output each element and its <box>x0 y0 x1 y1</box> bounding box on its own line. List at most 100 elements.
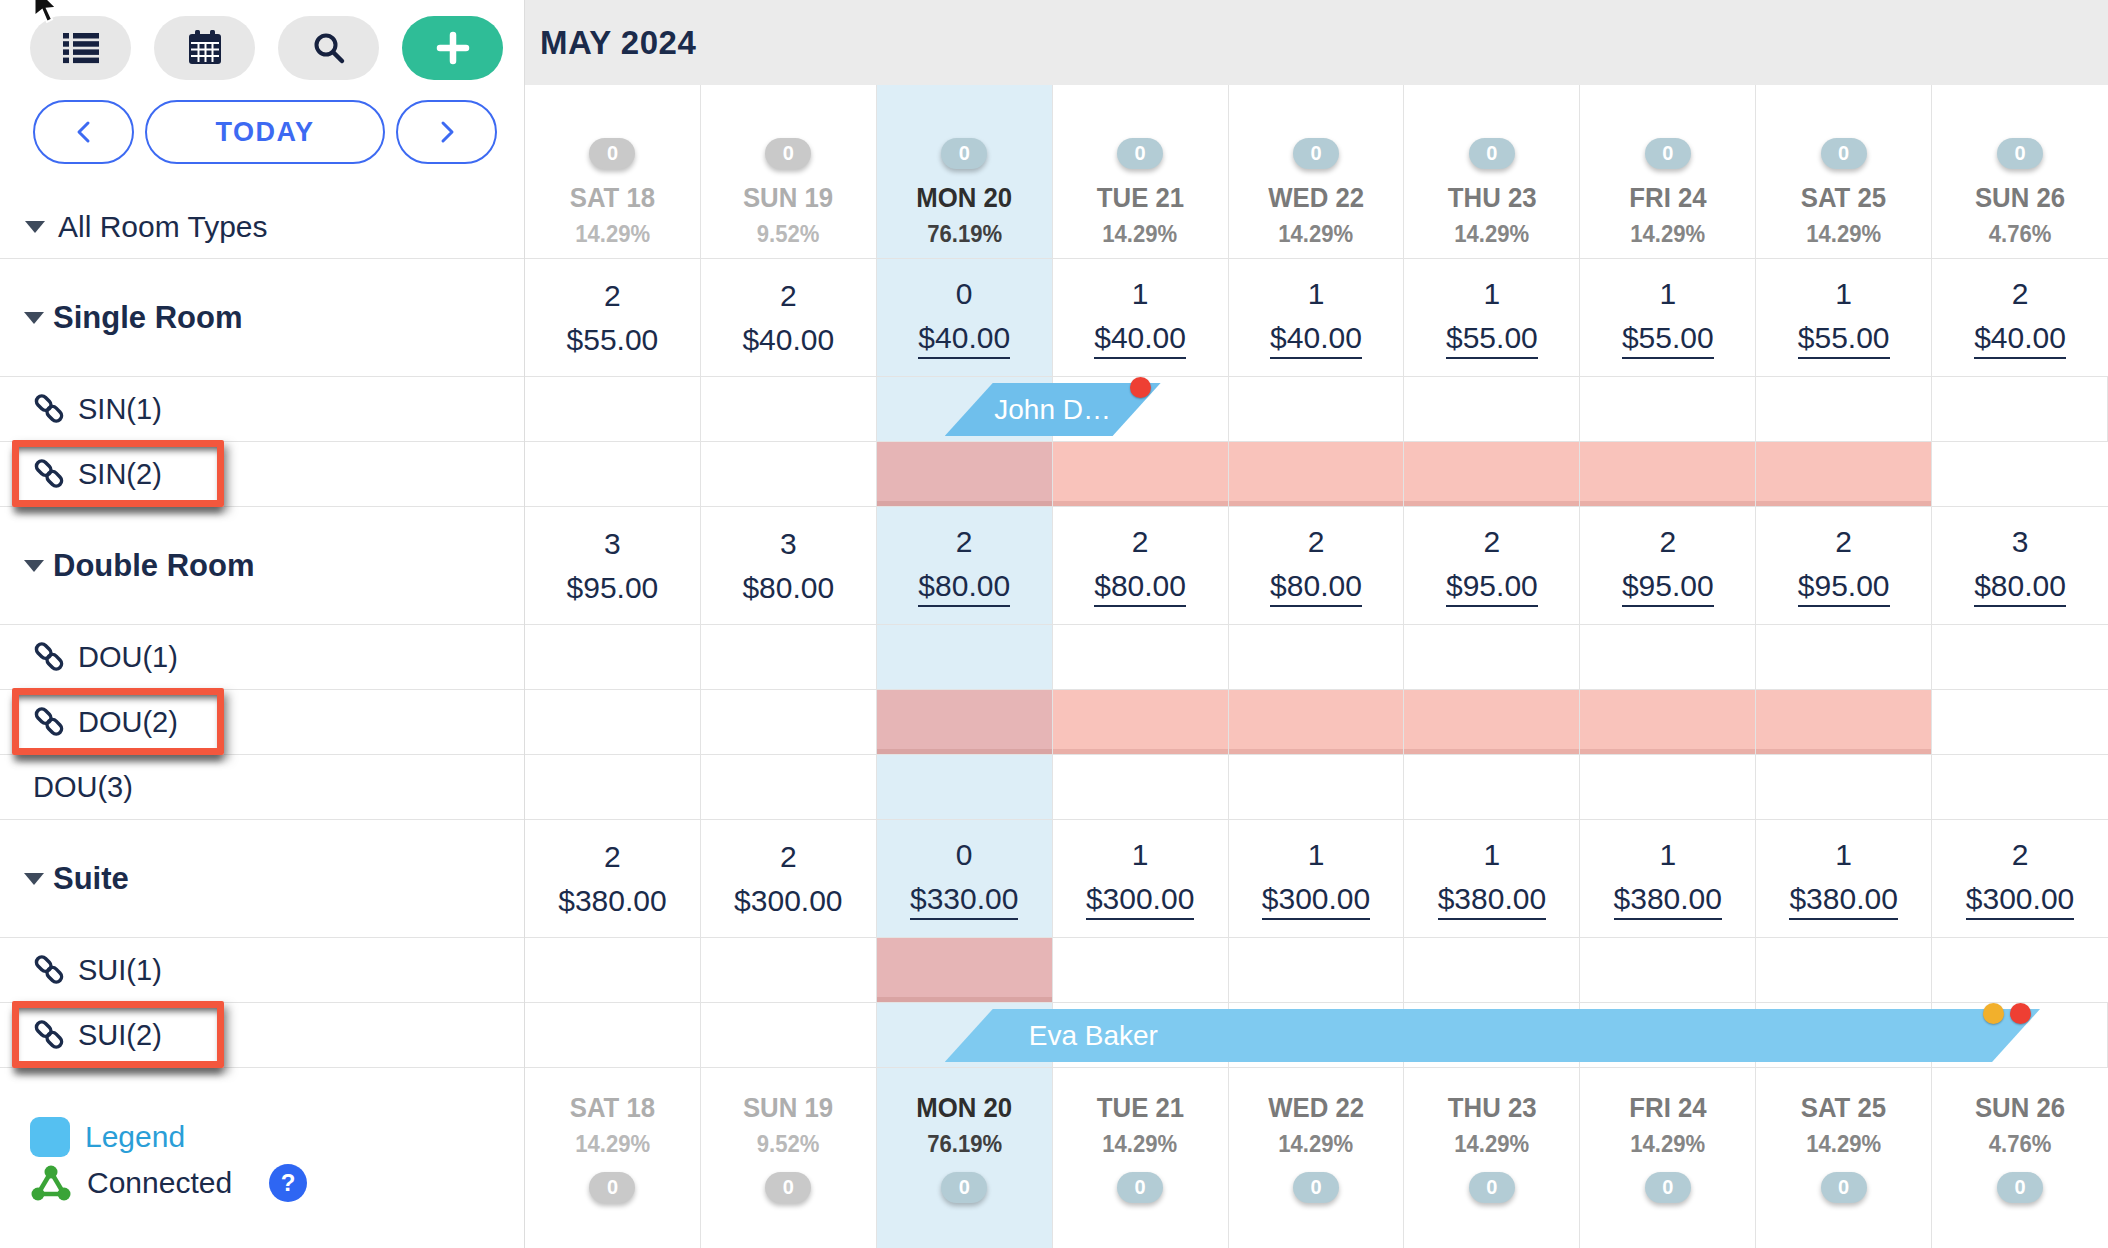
day-cell[interactable] <box>1756 755 1932 819</box>
rate-price[interactable]: $95.00 <box>1798 569 1890 607</box>
day-cell[interactable] <box>1229 625 1405 689</box>
day-cell[interactable] <box>525 442 701 506</box>
day-cell[interactable] <box>525 1003 701 1067</box>
rate-price[interactable]: $80.00 <box>1270 569 1362 607</box>
day-cell[interactable]: 3$95.00 <box>525 507 701 624</box>
room-type-row-single[interactable]: Single Room <box>0 259 524 377</box>
day-cell[interactable]: 1$55.00 <box>1580 259 1756 376</box>
room-row-sui1[interactable]: SUI(1) <box>0 938 524 1003</box>
day-cell[interactable] <box>1580 755 1756 819</box>
day-cell[interactable]: 2$300.00 <box>1932 820 2108 937</box>
day-cell[interactable] <box>1404 755 1580 819</box>
room-type-filter[interactable]: All Room Types <box>25 210 524 244</box>
blocked-cell[interactable] <box>1756 690 1932 754</box>
blocked-cell[interactable] <box>1404 442 1580 506</box>
day-cell[interactable]: 1$380.00 <box>1756 820 1932 937</box>
room-row-dou2[interactable]: DOU(2) <box>0 690 524 755</box>
day-cell[interactable]: 1$380.00 <box>1580 820 1756 937</box>
day-cell[interactable] <box>701 442 877 506</box>
rate-price[interactable]: $300.00 <box>1086 882 1194 920</box>
day-cell[interactable] <box>1932 442 2108 506</box>
blocked-cell[interactable] <box>1229 442 1405 506</box>
day-cell[interactable]: 2$95.00 <box>1404 507 1580 624</box>
rate-price[interactable]: $40.00 <box>1974 321 2066 359</box>
blocked-cell[interactable] <box>1404 690 1580 754</box>
day-cell[interactable]: 2$95.00 <box>1580 507 1756 624</box>
day-cell[interactable] <box>701 690 877 754</box>
blocked-cell[interactable] <box>1053 442 1229 506</box>
blocked-cell[interactable] <box>877 442 1053 506</box>
booking-bar[interactable]: Eva Baker <box>945 1009 2040 1062</box>
day-cell[interactable] <box>1580 625 1756 689</box>
day-cell[interactable] <box>525 625 701 689</box>
search-button[interactable] <box>278 16 379 80</box>
day-cell[interactable] <box>1756 938 1932 1002</box>
rate-price[interactable]: $55.00 <box>1798 321 1890 359</box>
day-cell[interactable] <box>1404 625 1580 689</box>
blocked-cell[interactable] <box>1053 690 1229 754</box>
today-button[interactable]: TODAY <box>145 100 385 164</box>
day-cell[interactable]: 1$55.00 <box>1404 259 1580 376</box>
day-cell[interactable]: 1$40.00 <box>1229 259 1405 376</box>
blocked-cell[interactable] <box>1229 690 1405 754</box>
day-cell[interactable]: 2$80.00 <box>1053 507 1229 624</box>
day-cell[interactable] <box>525 377 701 441</box>
day-cell[interactable] <box>525 690 701 754</box>
day-cell[interactable]: 2$80.00 <box>1229 507 1405 624</box>
day-cell[interactable]: 1$380.00 <box>1404 820 1580 937</box>
day-cell[interactable] <box>1580 377 1756 441</box>
day-cell[interactable] <box>1932 377 2108 441</box>
day-cell[interactable] <box>1580 938 1756 1002</box>
day-cell[interactable]: 0$40.00 <box>877 259 1053 376</box>
day-cell[interactable] <box>1229 938 1405 1002</box>
day-cell[interactable] <box>525 755 701 819</box>
day-cell[interactable]: 3$80.00 <box>1932 507 2108 624</box>
rate-price[interactable]: $95.00 <box>1622 569 1714 607</box>
day-cell[interactable]: 2$40.00 <box>1932 259 2108 376</box>
day-cell[interactable]: 2$80.00 <box>877 507 1053 624</box>
day-cell[interactable] <box>1053 938 1229 1002</box>
blocked-cell[interactable] <box>877 938 1053 1002</box>
rate-price[interactable]: $80.00 <box>1974 569 2066 607</box>
day-cell[interactable] <box>701 625 877 689</box>
day-cell[interactable]: 0$330.00 <box>877 820 1053 937</box>
rate-price[interactable]: $380.00 <box>1789 882 1897 920</box>
day-cell[interactable] <box>1756 377 1932 441</box>
day-cell[interactable] <box>1229 377 1405 441</box>
room-row-sui2[interactable]: SUI(2) <box>0 1003 524 1068</box>
blocked-cell[interactable] <box>1756 442 1932 506</box>
day-cell[interactable]: 3$80.00 <box>701 507 877 624</box>
day-cell[interactable] <box>1053 625 1229 689</box>
day-cell[interactable] <box>1229 755 1405 819</box>
rate-price[interactable]: $300.00 <box>1262 882 1370 920</box>
room-row-dou1[interactable]: DOU(1) <box>0 625 524 690</box>
day-cell[interactable] <box>1404 377 1580 441</box>
day-cell[interactable] <box>1053 755 1229 819</box>
rate-price[interactable]: $80.00 <box>1094 569 1186 607</box>
rate-price[interactable]: $80.00 <box>918 569 1010 607</box>
day-cell[interactable] <box>1932 755 2108 819</box>
day-cell[interactable]: 2$40.00 <box>701 259 877 376</box>
day-cell[interactable]: 1$300.00 <box>1229 820 1405 937</box>
day-cell[interactable] <box>701 755 877 819</box>
day-cell[interactable] <box>1932 690 2108 754</box>
day-cell[interactable]: 1$55.00 <box>1756 259 1932 376</box>
day-cell[interactable] <box>1756 625 1932 689</box>
day-cell[interactable]: 1$300.00 <box>1053 820 1229 937</box>
room-row-sin2[interactable]: SIN(2) <box>0 442 524 507</box>
room-row-dou3[interactable]: DOU(3) <box>0 755 524 820</box>
day-cell[interactable] <box>877 625 1053 689</box>
day-cell[interactable] <box>1932 938 2108 1002</box>
calendar-view-button[interactable] <box>154 16 255 80</box>
day-cell[interactable] <box>701 377 877 441</box>
day-cell[interactable]: 2$55.00 <box>525 259 701 376</box>
rate-price[interactable]: $330.00 <box>910 882 1018 920</box>
day-cell[interactable] <box>1932 625 2108 689</box>
day-cell[interactable]: 2$95.00 <box>1756 507 1932 624</box>
add-button[interactable] <box>402 16 503 80</box>
room-type-row-double[interactable]: Double Room <box>0 507 524 625</box>
rate-price[interactable]: $380.00 <box>1438 882 1546 920</box>
blocked-cell[interactable] <box>1580 442 1756 506</box>
blocked-cell[interactable] <box>1580 690 1756 754</box>
room-row-sin1[interactable]: SIN(1) <box>0 377 524 442</box>
